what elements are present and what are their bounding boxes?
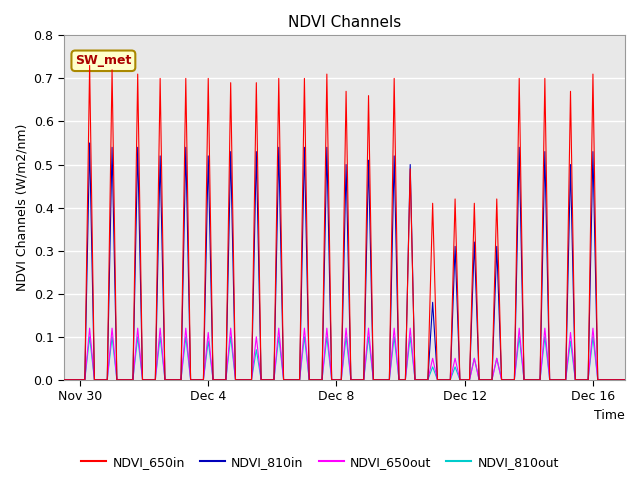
NDVI_650out	[637, 377, 640, 383]
NDVI_650in	[59, 377, 67, 383]
NDVI_810out	[637, 377, 640, 383]
NDVI_650in	[355, 377, 363, 383]
NDVI_810in	[59, 377, 67, 383]
NDVI_810in	[548, 377, 556, 383]
NDVI_650out	[615, 377, 623, 383]
Line: NDVI_810in: NDVI_810in	[48, 143, 640, 380]
NDVI_650in	[44, 377, 52, 383]
NDVI_810out	[86, 334, 93, 340]
NDVI_810in	[355, 377, 363, 383]
NDVI_810in	[259, 377, 266, 383]
Line: NDVI_650in: NDVI_650in	[48, 65, 640, 380]
Line: NDVI_650out: NDVI_650out	[48, 328, 640, 380]
Title: NDVI Channels: NDVI Channels	[288, 15, 401, 30]
NDVI_810out	[259, 377, 266, 383]
Text: SW_met: SW_met	[75, 54, 132, 67]
NDVI_810in	[44, 377, 52, 383]
NDVI_650out	[355, 377, 363, 383]
NDVI_650in	[548, 377, 556, 383]
Legend: NDVI_650in, NDVI_810in, NDVI_650out, NDVI_810out: NDVI_650in, NDVI_810in, NDVI_650out, NDV…	[76, 451, 564, 474]
NDVI_650in	[637, 377, 640, 383]
NDVI_650out	[44, 377, 52, 383]
NDVI_650in	[615, 377, 623, 383]
NDVI_810in	[615, 377, 623, 383]
NDVI_650out	[59, 377, 67, 383]
NDVI_810in	[86, 140, 93, 146]
NDVI_810out	[548, 377, 556, 383]
NDVI_650in	[426, 288, 434, 294]
NDVI_810in	[426, 338, 434, 344]
NDVI_810out	[355, 377, 363, 383]
NDVI_650out	[426, 366, 434, 372]
NDVI_650in	[86, 62, 93, 68]
NDVI_650out	[548, 377, 556, 383]
NDVI_650out	[86, 325, 93, 331]
NDVI_810out	[44, 377, 52, 383]
NDVI_810out	[426, 371, 434, 376]
NDVI_810out	[59, 377, 67, 383]
NDVI_650out	[259, 377, 266, 383]
NDVI_650in	[259, 377, 266, 383]
NDVI_810out	[615, 377, 623, 383]
NDVI_810in	[637, 377, 640, 383]
X-axis label: Time: Time	[595, 409, 625, 422]
Y-axis label: NDVI Channels (W/m2/nm): NDVI Channels (W/m2/nm)	[15, 124, 28, 291]
Line: NDVI_810out: NDVI_810out	[48, 337, 640, 380]
